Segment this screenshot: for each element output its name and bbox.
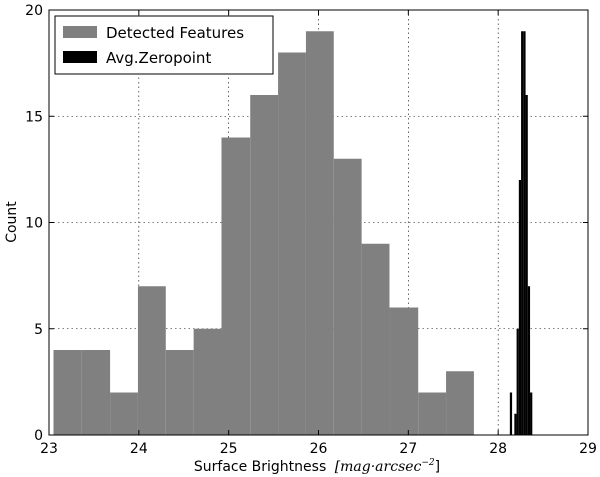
y-tick-label: 5 xyxy=(34,322,43,338)
bar-avg-zeropoint xyxy=(518,180,522,435)
x-axis-label-unit: [mag·arcsec xyxy=(335,459,422,475)
x-tick-label: 23 xyxy=(40,441,58,457)
bar-detected-features xyxy=(389,307,419,435)
y-tick-label: 20 xyxy=(25,3,43,19)
bar-avg-zeropoint xyxy=(530,392,533,435)
legend-label-avg-zeropoint: Avg.Zeropoint xyxy=(106,49,211,67)
bar-detected-features xyxy=(333,158,362,435)
bar-detected-features xyxy=(221,137,251,435)
bar-detected-features xyxy=(81,350,111,435)
y-tick-label: 15 xyxy=(25,109,43,125)
bar-detected-features xyxy=(165,350,194,435)
bar-detected-features xyxy=(305,31,334,435)
bar-detected-features xyxy=(418,392,447,435)
legend-swatch-detected-features xyxy=(63,26,97,38)
bar-detected-features xyxy=(110,392,138,435)
bar-avg-zeropoint xyxy=(509,392,513,435)
x-tick-label: 29 xyxy=(579,441,597,457)
x-tick-label: 25 xyxy=(220,441,238,457)
ticks: 23 24 25 26 27 28 29 0 5 10 15 20 xyxy=(25,3,597,457)
bars xyxy=(53,31,533,435)
x-tick-label: 27 xyxy=(399,441,417,457)
bar-avg-zeropoint xyxy=(525,95,528,435)
x-axis-label-text: Surface Brightness xyxy=(194,459,326,475)
bar-avg-zeropoint xyxy=(523,31,526,435)
bar-detected-features xyxy=(446,371,474,435)
x-axis-label: Surface Brightness [mag·arcsec−2] xyxy=(194,458,440,475)
y-tick-label: 10 xyxy=(25,216,43,232)
y-axis-label: Count xyxy=(4,201,20,243)
legend-swatch-avg-zeropoint xyxy=(63,51,97,63)
bar-detected-features xyxy=(250,95,279,435)
bar-detected-features xyxy=(278,52,306,435)
bar-avg-zeropoint xyxy=(516,328,519,435)
bar-avg-zeropoint xyxy=(527,286,531,435)
bar-detected-features xyxy=(361,243,390,435)
bar-detected-features xyxy=(137,286,166,435)
x-tick-label: 24 xyxy=(130,441,148,457)
legend-label-detected-features: Detected Features xyxy=(106,24,244,42)
x-tick-label: 26 xyxy=(310,441,328,457)
y-tick-label: 0 xyxy=(34,428,43,444)
legend: Detected Features Avg.Zeropoint xyxy=(54,15,274,75)
x-tick-label: 28 xyxy=(489,441,507,457)
legend-box xyxy=(54,15,274,75)
x-axis-label-unit-exponent: −2 xyxy=(421,458,435,468)
bar-detected-features xyxy=(53,350,82,435)
bar-avg-zeropoint xyxy=(514,413,517,435)
x-axis-label-unit-close: ] xyxy=(435,459,440,475)
bar-avg-zeropoint xyxy=(521,31,524,435)
bar-detected-features xyxy=(193,328,222,435)
